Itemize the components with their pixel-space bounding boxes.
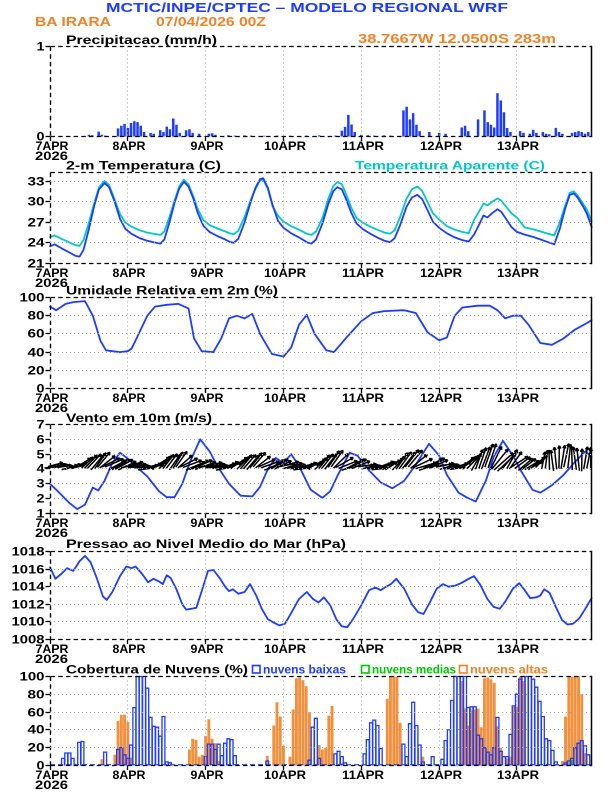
svg-text:Temperatura Aparente (C): Temperatura Aparente (C) bbox=[355, 161, 545, 173]
svg-text:10APR: 10APR bbox=[264, 141, 307, 153]
svg-text:13APR: 13APR bbox=[497, 518, 540, 530]
svg-text:10APR: 10APR bbox=[264, 770, 307, 782]
svg-text:8APR: 8APR bbox=[113, 770, 147, 782]
svg-text:1: 1 bbox=[37, 509, 46, 521]
svg-text:38.7667W 12.0500S 283m: 38.7667W 12.0500S 283m bbox=[358, 32, 556, 46]
svg-text:7APR: 7APR bbox=[36, 644, 70, 656]
svg-text:Umidade Relativa em 2m (%): Umidade Relativa em 2m (%) bbox=[66, 286, 278, 298]
svg-text:5: 5 bbox=[37, 450, 46, 462]
svg-text:nuvens medias: nuvens medias bbox=[372, 665, 456, 677]
svg-text:80: 80 bbox=[28, 690, 45, 702]
svg-text:12APR: 12APR bbox=[420, 644, 463, 656]
svg-text:60: 60 bbox=[28, 708, 45, 720]
svg-text:Pressao ao Nivel Medio do Mar: Pressao ao Nivel Medio do Mar (hPa) bbox=[66, 539, 346, 551]
svg-text:40: 40 bbox=[28, 725, 45, 737]
svg-text:13APR: 13APR bbox=[497, 644, 540, 656]
svg-text:13APR: 13APR bbox=[497, 393, 540, 405]
svg-text:10APR: 10APR bbox=[264, 644, 307, 656]
svg-text:11APR: 11APR bbox=[342, 644, 385, 656]
svg-text:20: 20 bbox=[28, 366, 45, 378]
svg-text:0: 0 bbox=[37, 761, 45, 773]
svg-text:1008: 1008 bbox=[12, 635, 46, 647]
svg-text:2026: 2026 bbox=[35, 654, 68, 666]
svg-text:9APR: 9APR bbox=[191, 268, 225, 280]
svg-text:60: 60 bbox=[28, 329, 45, 341]
svg-text:30: 30 bbox=[28, 197, 45, 209]
svg-text:1016: 1016 bbox=[12, 565, 45, 577]
svg-text:11APR: 11APR bbox=[342, 141, 385, 153]
svg-text:Precipitacao (mm/h): Precipitacao (mm/h) bbox=[66, 35, 217, 47]
svg-text:2026: 2026 bbox=[35, 528, 68, 540]
svg-text:1: 1 bbox=[37, 42, 46, 54]
svg-text:Vento em 10m (m/s): Vento em 10m (m/s) bbox=[66, 413, 212, 425]
svg-text:9APR: 9APR bbox=[191, 644, 225, 656]
svg-text:11APR: 11APR bbox=[342, 393, 385, 405]
svg-text:9APR: 9APR bbox=[191, 770, 225, 782]
svg-text:33: 33 bbox=[28, 177, 45, 189]
svg-text:10APR: 10APR bbox=[264, 268, 307, 280]
svg-text:0: 0 bbox=[37, 132, 45, 144]
svg-text:12APR: 12APR bbox=[420, 518, 463, 530]
svg-text:7APR: 7APR bbox=[36, 518, 70, 530]
svg-text:7: 7 bbox=[37, 420, 45, 432]
svg-text:1014: 1014 bbox=[12, 582, 46, 594]
svg-text:3: 3 bbox=[37, 479, 45, 491]
svg-text:13APR: 13APR bbox=[497, 141, 540, 153]
svg-text:8APR: 8APR bbox=[113, 141, 147, 153]
svg-text:11APR: 11APR bbox=[342, 770, 385, 782]
svg-text:7APR: 7APR bbox=[36, 141, 70, 153]
svg-text:40: 40 bbox=[28, 348, 45, 360]
svg-text:12APR: 12APR bbox=[420, 770, 463, 782]
svg-text:11APR: 11APR bbox=[342, 268, 385, 280]
svg-text:10APR: 10APR bbox=[264, 518, 307, 530]
svg-text:12APR: 12APR bbox=[420, 268, 463, 280]
svg-text:2: 2 bbox=[37, 494, 45, 506]
svg-text:7APR: 7APR bbox=[36, 268, 70, 280]
svg-text:6: 6 bbox=[37, 435, 45, 447]
svg-text:7APR: 7APR bbox=[36, 393, 70, 405]
svg-text:2026: 2026 bbox=[35, 403, 68, 415]
svg-text:8APR: 8APR bbox=[113, 518, 147, 530]
svg-text:1010: 1010 bbox=[12, 617, 45, 629]
svg-text:4: 4 bbox=[37, 464, 46, 476]
svg-text:2026: 2026 bbox=[35, 151, 68, 163]
svg-text:9APR: 9APR bbox=[191, 393, 225, 405]
svg-text:100: 100 bbox=[20, 672, 45, 684]
svg-text:0: 0 bbox=[37, 384, 45, 396]
svg-text:100: 100 bbox=[20, 293, 45, 305]
svg-text:BA IRARA: BA IRARA bbox=[35, 14, 112, 29]
svg-text:12APR: 12APR bbox=[420, 141, 463, 153]
svg-text:9APR: 9APR bbox=[191, 518, 225, 530]
svg-text:07/04/2026 00Z: 07/04/2026 00Z bbox=[156, 14, 266, 29]
svg-text:MCTIC/INPE/CPTEC – MODELO REGI: MCTIC/INPE/CPTEC – MODELO REGIONAL WRF bbox=[106, 0, 508, 15]
svg-text:9APR: 9APR bbox=[191, 141, 225, 153]
svg-text:nuvens baixas: nuvens baixas bbox=[263, 665, 346, 677]
svg-text:8APR: 8APR bbox=[113, 644, 147, 656]
svg-text:80: 80 bbox=[28, 311, 45, 323]
svg-text:Cobertura de Nuvens (%): Cobertura de Nuvens (%) bbox=[66, 665, 248, 677]
svg-text:2026: 2026 bbox=[35, 278, 68, 290]
svg-text:24: 24 bbox=[28, 238, 46, 250]
svg-text:11APR: 11APR bbox=[342, 518, 385, 530]
svg-text:1012: 1012 bbox=[12, 600, 45, 612]
svg-text:21: 21 bbox=[28, 259, 46, 271]
svg-text:13APR: 13APR bbox=[497, 770, 540, 782]
svg-text:2-m Temperatura (C): 2-m Temperatura (C) bbox=[66, 161, 221, 173]
svg-text:27: 27 bbox=[28, 218, 45, 230]
svg-text:1018: 1018 bbox=[12, 547, 46, 559]
svg-text:nuvens altas: nuvens altas bbox=[470, 665, 548, 677]
svg-text:2026: 2026 bbox=[35, 780, 68, 792]
svg-text:8APR: 8APR bbox=[113, 268, 147, 280]
svg-text:8APR: 8APR bbox=[113, 393, 147, 405]
svg-text:12APR: 12APR bbox=[420, 393, 463, 405]
svg-text:20: 20 bbox=[28, 743, 45, 755]
svg-text:13APR: 13APR bbox=[497, 268, 540, 280]
svg-text:7APR: 7APR bbox=[36, 770, 70, 782]
svg-text:10APR: 10APR bbox=[264, 393, 307, 405]
